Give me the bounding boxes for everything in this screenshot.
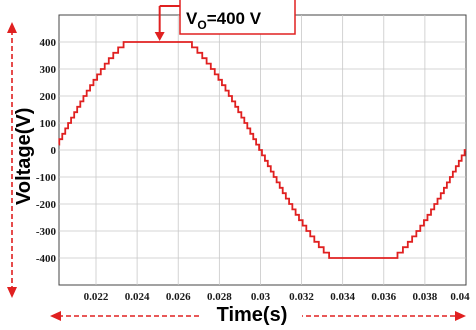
y-tick-label: 100	[40, 118, 57, 130]
y-axis-arrow-down	[7, 287, 17, 298]
x-tick-label: 0.04	[450, 291, 470, 303]
x-axis-arrow-right	[455, 311, 466, 321]
y-tick-label: 200	[40, 91, 57, 103]
series-layer	[58, 41, 466, 259]
grid	[59, 15, 466, 285]
x-tick-label: 0.022	[84, 291, 109, 303]
x-tick-label: 0.036	[371, 291, 396, 303]
x-tick-label: 0.026	[166, 291, 191, 303]
y-tick-label: -300	[36, 226, 57, 238]
y-tick-label: 400	[40, 37, 57, 49]
x-axis-arrow-left	[50, 311, 61, 321]
annotation-box	[179, 0, 296, 35]
annotation-label: VO=400 V	[186, 9, 262, 32]
y-axis-label: Voltage(V)	[13, 108, 35, 205]
x-axis-label: Time(s)	[217, 304, 288, 326]
y-tick-label: 300	[40, 64, 57, 76]
x-axis-label-bg	[202, 300, 302, 326]
x-tick-label: 0.038	[413, 291, 438, 303]
y-tick-labels: -400 -300 -200 -100 0 100 200 300 400	[36, 37, 57, 265]
y-tick-label: 0	[51, 145, 57, 157]
y-tick-label: -100	[36, 172, 57, 184]
y-tick-label: -400	[36, 253, 57, 265]
annotation-arrow-head	[154, 32, 165, 41]
y-tick-label: -200	[36, 199, 57, 211]
annotation: VO=400 V	[154, 0, 296, 41]
voltage-series-line	[58, 41, 466, 259]
x-tick-label: 0.024	[125, 291, 150, 303]
y-axis-arrow-up	[7, 22, 17, 33]
x-tick-label: 0.034	[330, 291, 355, 303]
